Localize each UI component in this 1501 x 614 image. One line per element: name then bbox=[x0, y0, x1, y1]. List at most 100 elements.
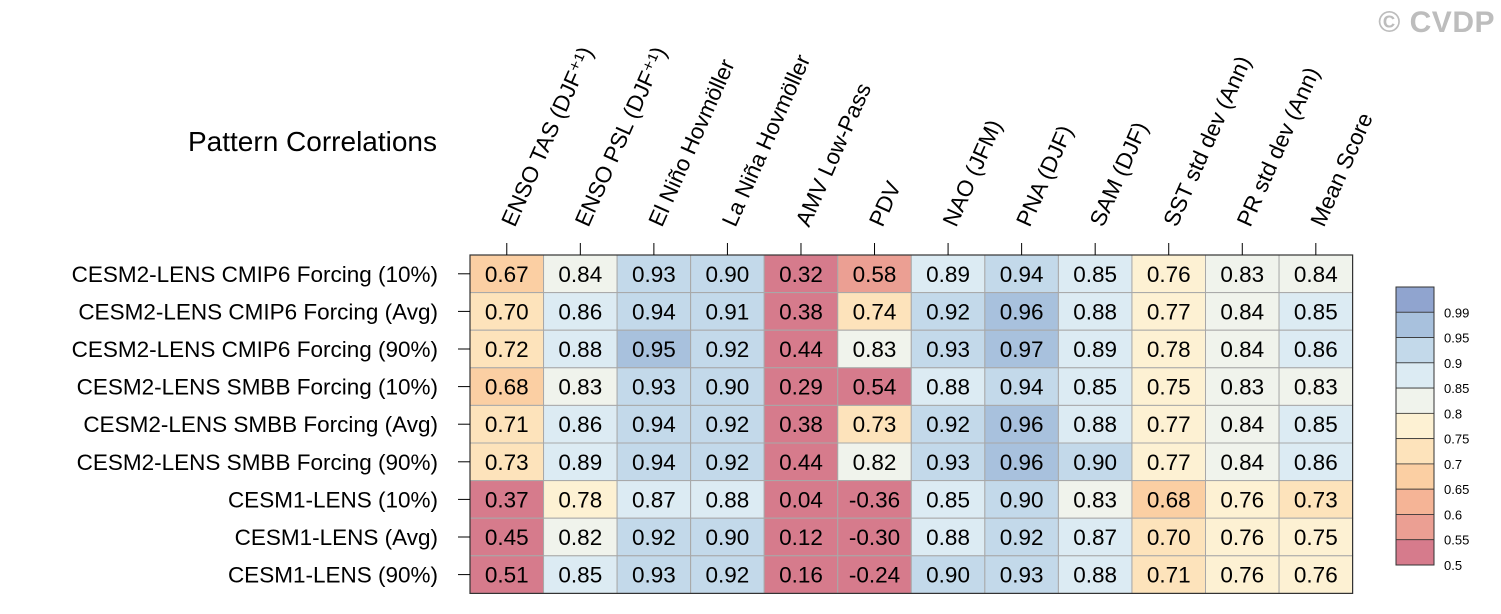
cell-value: 0.71 bbox=[485, 412, 529, 437]
cell-value: 0.90 bbox=[706, 525, 750, 550]
cell-value: 0.74 bbox=[853, 299, 897, 324]
column-label: SAM (DJF) bbox=[1085, 118, 1153, 230]
cell-value: 0.73 bbox=[853, 412, 897, 437]
cell-value: 0.86 bbox=[1294, 450, 1338, 475]
heatmap-cell bbox=[1205, 367, 1280, 406]
cell-value: 0.85 bbox=[558, 563, 602, 588]
colorbar-swatch bbox=[1395, 387, 1435, 414]
cell-value: 0.84 bbox=[1220, 450, 1264, 475]
cell-value: 0.92 bbox=[632, 525, 676, 550]
heatmap-cell bbox=[1278, 480, 1354, 519]
heatmap-cell bbox=[1278, 517, 1354, 557]
cell-value: 0.92 bbox=[706, 412, 750, 437]
cell-value: 0.78 bbox=[558, 487, 602, 512]
cell-value: -0.24 bbox=[849, 563, 900, 588]
cell-value: 0.16 bbox=[779, 563, 823, 588]
cell-value: 0.77 bbox=[1147, 299, 1191, 324]
cell-value: 0.90 bbox=[1000, 487, 1044, 512]
colorbar-label: 0.65 bbox=[1444, 482, 1469, 497]
cell-value: 0.85 bbox=[1073, 262, 1117, 287]
colorbar-swatch bbox=[1395, 463, 1435, 490]
cell-value: 0.77 bbox=[1147, 412, 1191, 437]
cell-value: 0.93 bbox=[1000, 563, 1044, 588]
cell-value: 0.97 bbox=[1000, 337, 1044, 362]
cell-value: 0.44 bbox=[779, 337, 823, 362]
cell-value: 0.73 bbox=[485, 450, 529, 475]
cell-value: 0.83 bbox=[1220, 262, 1264, 287]
heatmap-cells bbox=[469, 254, 1354, 594]
cell-value: 0.91 bbox=[706, 299, 750, 324]
heatmap-cell bbox=[763, 292, 839, 331]
cell-value: 0.77 bbox=[1147, 450, 1191, 475]
cell-value: 0.76 bbox=[1220, 563, 1264, 588]
cell-value: 0.54 bbox=[853, 375, 897, 400]
cell-value: 0.90 bbox=[926, 563, 970, 588]
colorbar-label: 0.6 bbox=[1444, 507, 1462, 522]
cell-value: 0.38 bbox=[779, 412, 823, 437]
heatmap-cell bbox=[1131, 404, 1206, 444]
cell-value: 0.87 bbox=[632, 487, 676, 512]
heatmap-cell bbox=[690, 480, 765, 519]
cell-value: 0.92 bbox=[706, 450, 750, 475]
heatmap-cell-values: 0.67 0.84 0.93 0.90 0.32 0.58 0.89 0.94 0.85 0.76… bbox=[485, 262, 1338, 588]
colorbar-swatch bbox=[1395, 438, 1435, 465]
heatmap-cell bbox=[469, 404, 545, 444]
colorbar-label: 0.55 bbox=[1444, 533, 1469, 548]
column-label: PNA (DJF) bbox=[1011, 122, 1078, 230]
colorbar-label: 0.99 bbox=[1444, 305, 1469, 320]
cell-value: 0.84 bbox=[558, 262, 602, 287]
cell-value: 0.76 bbox=[1147, 262, 1191, 287]
cell-value: 0.86 bbox=[558, 299, 602, 324]
cell-value: 0.92 bbox=[706, 337, 750, 362]
heatmap-cell bbox=[837, 367, 912, 406]
cell-value: 0.84 bbox=[1220, 299, 1264, 324]
heatmap-cell bbox=[763, 404, 839, 444]
cell-value: 0.58 bbox=[853, 262, 897, 287]
heatmap-cell bbox=[469, 292, 545, 331]
cell-value: 0.04 bbox=[779, 487, 823, 512]
cell-value: 0.88 bbox=[1073, 299, 1117, 324]
row-label: CESM1-LENS (Avg) bbox=[235, 525, 438, 550]
cell-value: 0.92 bbox=[926, 412, 970, 437]
heatmap-cell bbox=[543, 367, 618, 406]
column-label: NAO (JFM) bbox=[938, 116, 1007, 230]
cell-value: 0.78 bbox=[1147, 337, 1191, 362]
heatmap-cell bbox=[616, 442, 692, 482]
colorbar-border bbox=[1395, 286, 1435, 566]
heatmap-cell bbox=[837, 329, 912, 369]
heatmap-cell bbox=[1205, 442, 1280, 482]
heatmap-cell bbox=[690, 329, 765, 369]
heatmap-cell bbox=[1057, 329, 1133, 369]
column-label: PDV bbox=[864, 178, 906, 230]
cell-value: 0.83 bbox=[558, 375, 602, 400]
colorbar-label: 0.95 bbox=[1444, 331, 1469, 346]
heatmap-cell bbox=[910, 480, 986, 519]
colorbar-label: 0.75 bbox=[1444, 432, 1469, 447]
row-label: CESM2-LENS SMBB Forcing (90%) bbox=[77, 450, 438, 475]
heatmap-cell bbox=[543, 404, 618, 444]
cell-value: -0.30 bbox=[849, 525, 900, 550]
chart-title: Pattern Correlations bbox=[188, 126, 438, 157]
column-label: AMV Low-Pass bbox=[791, 79, 876, 230]
cell-value: 0.68 bbox=[1147, 487, 1191, 512]
heatmap-cell bbox=[837, 442, 912, 482]
cell-value: 0.88 bbox=[706, 487, 750, 512]
cell-value: 0.93 bbox=[632, 375, 676, 400]
cell-value: 0.73 bbox=[1294, 487, 1338, 512]
cell-value: -0.36 bbox=[849, 487, 900, 512]
cell-value: 0.75 bbox=[1294, 525, 1338, 550]
row-label: CESM2-LENS CMIP6 Forcing (10%) bbox=[72, 262, 438, 287]
cell-value: 0.94 bbox=[632, 412, 676, 437]
heatmap-cell bbox=[910, 404, 986, 444]
colorbar-swatch bbox=[1395, 337, 1435, 364]
cell-value: 0.72 bbox=[485, 337, 529, 362]
cell-value: 0.85 bbox=[1294, 299, 1338, 324]
cell-value: 0.94 bbox=[632, 299, 676, 324]
heatmap-cell bbox=[543, 480, 618, 519]
watermark: © CVDP bbox=[1378, 6, 1495, 39]
cell-value: 0.83 bbox=[1294, 375, 1338, 400]
cell-value: 0.92 bbox=[926, 299, 970, 324]
heatmap-cell bbox=[1205, 329, 1280, 369]
cell-value: 0.93 bbox=[632, 563, 676, 588]
cell-value: 0.37 bbox=[485, 487, 529, 512]
